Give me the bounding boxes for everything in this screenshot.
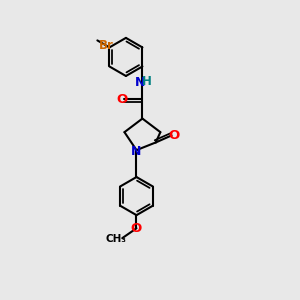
Text: O: O: [168, 129, 179, 142]
Text: CH₃: CH₃: [105, 234, 126, 244]
Text: N: N: [135, 76, 145, 89]
Text: O: O: [117, 93, 128, 106]
Text: N: N: [131, 145, 142, 158]
Text: H: H: [142, 75, 152, 88]
Text: O: O: [131, 222, 142, 235]
Text: Br: Br: [99, 39, 114, 52]
